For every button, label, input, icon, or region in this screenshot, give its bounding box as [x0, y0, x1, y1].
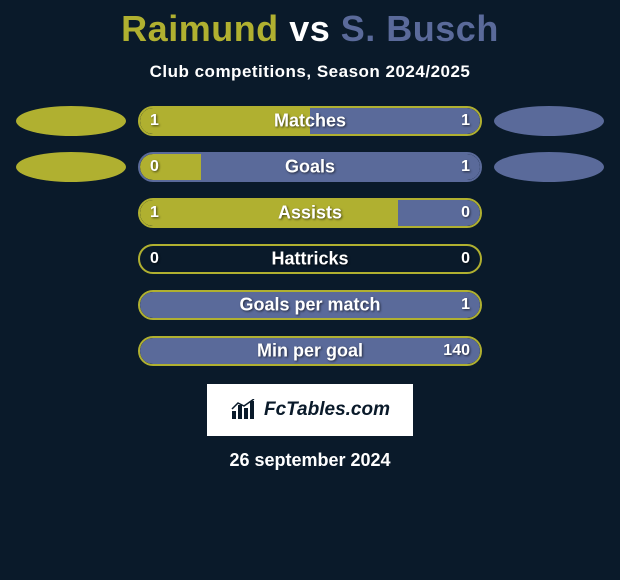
comparison-card: Raimund vs S. Busch Club competitions, S… [0, 0, 620, 471]
stat-value-player2: 1 [461, 112, 470, 130]
title-vs: vs [289, 8, 330, 49]
stat-bar: Goals 0 1 [138, 152, 482, 182]
stat-row: Assists 1 0 [0, 198, 620, 228]
stat-row: Goals per match 1 [0, 290, 620, 320]
stat-row: Min per goal 140 [0, 336, 620, 366]
player2-oval [494, 106, 604, 136]
stat-value-player1: 0 [150, 250, 159, 268]
stat-value-player2: 140 [443, 342, 470, 360]
stat-value-player1: 0 [150, 158, 159, 176]
stat-label: Assists [278, 203, 342, 224]
bar-fill-player1 [140, 200, 398, 226]
stat-bar: Goals per match 1 [138, 290, 482, 320]
stat-value-player2: 0 [461, 250, 470, 268]
bar-fill-player2 [201, 154, 480, 180]
stat-bar: Assists 1 0 [138, 198, 482, 228]
player1-oval [16, 106, 126, 136]
chart-icon [230, 399, 258, 421]
stat-label: Goals [285, 157, 335, 178]
stat-label: Matches [274, 111, 346, 132]
stat-value-player2: 0 [461, 204, 470, 222]
stat-row: Hattricks 0 0 [0, 244, 620, 274]
date-text: 26 september 2024 [229, 450, 390, 471]
stat-label: Goals per match [239, 295, 380, 316]
stat-bar: Hattricks 0 0 [138, 244, 482, 274]
title-player1: Raimund [121, 8, 279, 49]
stat-row: Goals 0 1 [0, 152, 620, 182]
subtitle: Club competitions, Season 2024/2025 [150, 62, 471, 82]
stat-label: Hattricks [271, 249, 348, 270]
stat-value-player2: 1 [461, 296, 470, 314]
brand-text: FcTables.com [264, 399, 390, 421]
title: Raimund vs S. Busch [121, 8, 499, 50]
stat-value-player1: 1 [150, 112, 159, 130]
player1-oval [16, 152, 126, 182]
stat-bar: Matches 1 1 [138, 106, 482, 136]
stat-bar: Min per goal 140 [138, 336, 482, 366]
stat-value-player1: 1 [150, 204, 159, 222]
brand-box: FcTables.com [207, 384, 413, 436]
stat-rows: Matches11Goals01Assists10Hattricks00Goal… [0, 106, 620, 366]
stat-row: Matches 1 1 [0, 106, 620, 136]
title-player2: S. Busch [341, 8, 499, 49]
stat-label: Min per goal [257, 341, 363, 362]
stat-value-player2: 1 [461, 158, 470, 176]
player2-oval [494, 152, 604, 182]
